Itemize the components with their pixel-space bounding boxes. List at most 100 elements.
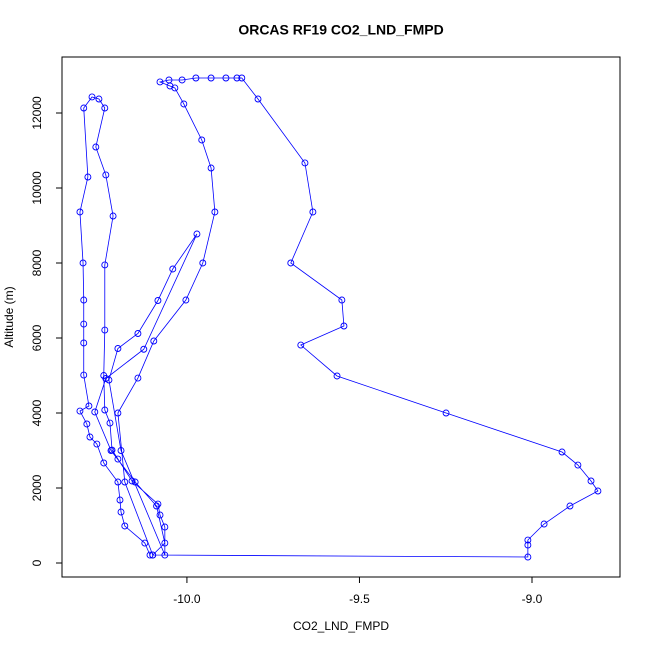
point bbox=[80, 371, 88, 379]
point bbox=[101, 104, 109, 112]
point bbox=[84, 173, 92, 181]
point bbox=[287, 259, 295, 267]
y-tick-label: 0 bbox=[30, 559, 44, 566]
point bbox=[150, 337, 158, 345]
point bbox=[83, 420, 91, 428]
point bbox=[100, 459, 108, 467]
point bbox=[106, 419, 114, 427]
point bbox=[558, 448, 566, 456]
x-axis-label: CO2_LND_FMPD bbox=[293, 619, 389, 633]
point bbox=[182, 296, 190, 304]
point bbox=[114, 455, 122, 463]
point bbox=[207, 164, 215, 172]
point bbox=[524, 553, 532, 561]
point bbox=[574, 461, 582, 469]
point bbox=[80, 339, 88, 347]
y-tick-label: 12000 bbox=[30, 96, 44, 130]
point bbox=[178, 76, 186, 84]
point bbox=[566, 502, 574, 510]
plot-frame bbox=[61, 56, 621, 578]
point bbox=[86, 433, 94, 441]
series-line bbox=[79, 77, 599, 558]
point bbox=[193, 230, 201, 238]
point bbox=[333, 372, 341, 380]
point bbox=[301, 159, 309, 167]
y-tick-label: 6000 bbox=[30, 324, 44, 351]
y-tick-label: 8000 bbox=[30, 249, 44, 276]
point bbox=[76, 407, 84, 415]
point bbox=[338, 296, 346, 304]
y-tick-label: 4000 bbox=[30, 399, 44, 426]
point bbox=[114, 478, 122, 486]
point bbox=[107, 447, 115, 454]
point bbox=[297, 341, 305, 349]
point bbox=[121, 522, 129, 530]
point bbox=[80, 104, 88, 112]
point bbox=[146, 551, 154, 559]
point bbox=[156, 511, 164, 519]
point bbox=[141, 539, 149, 547]
point bbox=[95, 95, 103, 103]
point bbox=[134, 330, 142, 337]
point bbox=[117, 447, 125, 454]
point bbox=[116, 496, 124, 504]
point bbox=[340, 322, 348, 330]
point bbox=[587, 477, 595, 485]
point bbox=[91, 408, 99, 416]
point bbox=[131, 478, 139, 486]
x-tick-label: -9.0 bbox=[522, 592, 543, 606]
point bbox=[192, 74, 200, 82]
point bbox=[156, 78, 164, 86]
point bbox=[207, 74, 215, 82]
point bbox=[309, 208, 317, 216]
point bbox=[442, 409, 450, 417]
point bbox=[254, 95, 262, 103]
point bbox=[109, 212, 117, 220]
point bbox=[128, 477, 136, 485]
point bbox=[101, 261, 109, 269]
point bbox=[140, 345, 148, 353]
point bbox=[198, 136, 206, 144]
x-tick-label: -9.5 bbox=[349, 592, 370, 606]
point bbox=[93, 440, 101, 448]
point bbox=[540, 520, 548, 528]
point bbox=[149, 551, 157, 559]
point bbox=[101, 326, 109, 334]
y-axis-label: Altitude (m) bbox=[2, 286, 16, 347]
point bbox=[238, 74, 246, 82]
point bbox=[80, 296, 88, 304]
point bbox=[161, 523, 169, 531]
point bbox=[114, 345, 122, 352]
y-tick-label: 2000 bbox=[30, 474, 44, 501]
point bbox=[524, 541, 532, 549]
point bbox=[199, 259, 207, 267]
point bbox=[161, 551, 169, 559]
point bbox=[76, 208, 84, 216]
point bbox=[161, 539, 169, 547]
point bbox=[154, 297, 162, 304]
point bbox=[169, 265, 177, 273]
x-tick-label: -10.0 bbox=[173, 592, 201, 606]
point bbox=[92, 143, 100, 151]
point bbox=[154, 500, 162, 508]
point bbox=[102, 375, 110, 382]
point bbox=[134, 374, 142, 382]
point bbox=[121, 478, 129, 486]
point bbox=[180, 100, 188, 108]
point bbox=[117, 508, 125, 516]
point bbox=[114, 409, 122, 417]
point bbox=[102, 171, 110, 179]
point bbox=[222, 74, 230, 82]
y-tick-label: 10000 bbox=[30, 171, 44, 205]
point bbox=[80, 320, 88, 328]
point bbox=[171, 84, 179, 92]
point bbox=[85, 402, 93, 410]
point bbox=[233, 74, 241, 82]
point bbox=[153, 502, 161, 510]
point bbox=[88, 93, 96, 101]
point bbox=[211, 208, 219, 216]
chart-title: ORCAS RF19 CO2_LND_FMPD bbox=[238, 22, 443, 38]
point bbox=[166, 82, 174, 90]
point bbox=[101, 406, 109, 414]
